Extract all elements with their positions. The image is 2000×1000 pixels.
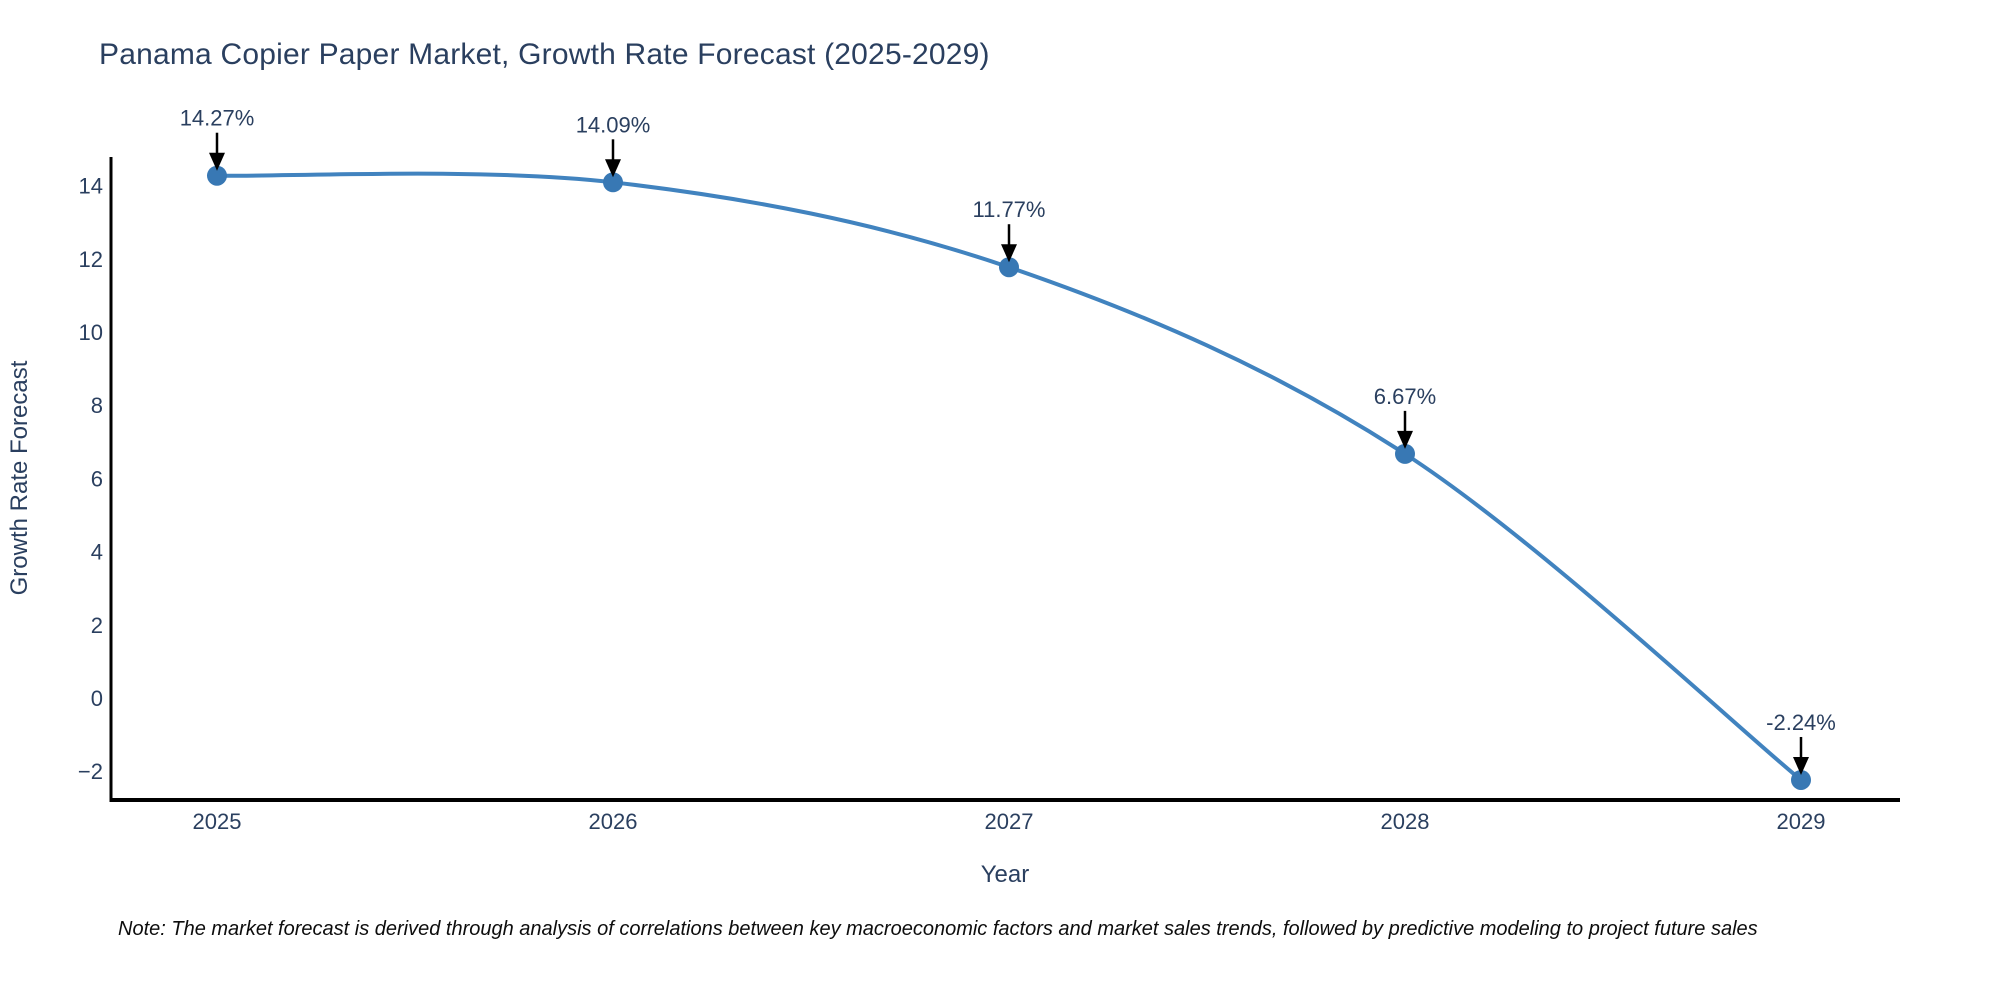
y-tick-label: 4 bbox=[91, 540, 103, 565]
annotation-label: 11.77% bbox=[973, 197, 1046, 222]
y-tick-label: 2 bbox=[91, 613, 103, 638]
x-tick-label: 2025 bbox=[193, 809, 242, 834]
x-tick-label: 2026 bbox=[589, 809, 638, 834]
data-point-marker bbox=[1395, 443, 1415, 464]
x-tick-label: 2027 bbox=[985, 809, 1034, 834]
data-point-marker bbox=[999, 257, 1019, 278]
data-point-marker bbox=[603, 172, 623, 193]
y-axis-title: Growth Rate Forecast bbox=[6, 360, 33, 595]
annotation-label: -2.24% bbox=[1766, 710, 1836, 735]
series-line bbox=[215, 171, 1803, 782]
annotation-label: 14.27% bbox=[180, 106, 255, 131]
annotation-arrowhead bbox=[1001, 244, 1017, 263]
y-tick-label: 8 bbox=[91, 393, 103, 418]
data-point-marker bbox=[207, 165, 227, 186]
y-tick-label: 6 bbox=[91, 466, 103, 491]
data-point-marker bbox=[1791, 769, 1811, 790]
annotation-label: 6.67% bbox=[1374, 384, 1436, 409]
chart-title: Panama Copier Paper Market, Growth Rate … bbox=[99, 38, 990, 71]
footnote: Note: The market forecast is derived thr… bbox=[118, 918, 1758, 940]
y-tick-label: −2 bbox=[78, 759, 103, 784]
x-axis-title: Year bbox=[981, 861, 1030, 888]
y-tick-label: 10 bbox=[79, 320, 103, 345]
y-tick-label: 0 bbox=[91, 686, 103, 711]
x-tick-label: 2028 bbox=[1381, 809, 1430, 834]
x-tick-label: 2029 bbox=[1777, 809, 1826, 834]
annotation-label: 14.09% bbox=[576, 112, 651, 137]
annotation-arrowhead bbox=[209, 152, 225, 171]
annotation-arrowhead bbox=[605, 159, 621, 178]
y-tick-label: 14 bbox=[79, 174, 103, 199]
annotation-arrowhead bbox=[1793, 756, 1809, 775]
annotation-arrowhead bbox=[1397, 430, 1413, 449]
y-tick-label: 12 bbox=[79, 247, 103, 272]
